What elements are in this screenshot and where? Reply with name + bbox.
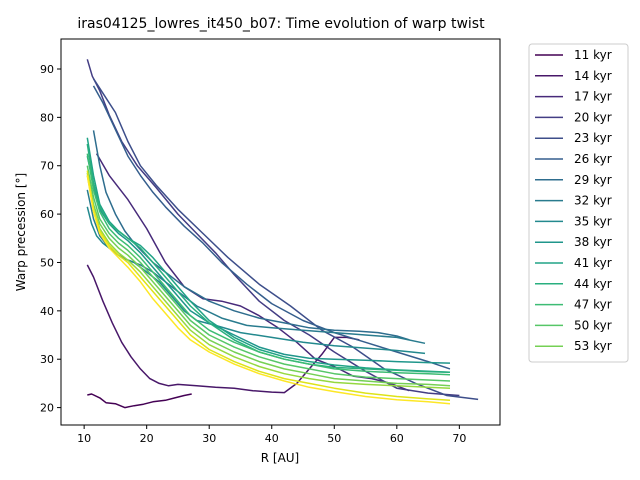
- legend: 11 kyr 14 kyr 17 kyr 20 kyr 23 kyr 26 kyr 29 k…: [528, 43, 629, 363]
- chart-title: iras04125_lowres_it450_b07: Time evoluti…: [77, 16, 485, 32]
- series-line: [86, 137, 451, 374]
- series-layer: [86, 59, 479, 409]
- x-axis-label: R [AU]: [261, 451, 300, 465]
- series-line: [86, 172, 451, 387]
- legend-items: 11 kyr 14 kyr 17 kyr 20 kyr 23 kyr 26 kyr 29 k…: [535, 48, 612, 353]
- y-tick-label: 50: [40, 256, 54, 269]
- plot-frame: [60, 38, 501, 426]
- legend-frame: [528, 43, 629, 363]
- series-line: [86, 206, 426, 355]
- legend-label: 53 kyr: [574, 339, 612, 353]
- plot-area: 10 20 30 40 50 60 70 20 30 40 50 60 70 80 90: [40, 38, 501, 445]
- series-line: [92, 130, 410, 341]
- series-line: [86, 175, 451, 389]
- x-tick-label: 10: [77, 432, 91, 445]
- legend-label: 41 kyr: [574, 256, 612, 270]
- series-line: [86, 175, 451, 405]
- x-tick-label: 40: [265, 432, 279, 445]
- y-tick-label: 90: [40, 63, 54, 76]
- legend-label: 38 kyr: [574, 235, 612, 249]
- series-line: [86, 143, 451, 374]
- series-line: [86, 170, 451, 402]
- legend-label: 26 kyr: [574, 152, 612, 166]
- legend-label: 20 kyr: [574, 110, 612, 124]
- legend-label: 11 kyr: [574, 48, 612, 62]
- x-tick-label: 60: [390, 432, 404, 445]
- legend-label: 50 kyr: [574, 318, 612, 332]
- x-tick-label: 20: [140, 432, 154, 445]
- x-tick-label: 70: [452, 432, 466, 445]
- series-line: [87, 393, 192, 409]
- x-axis-ticks: 10 20 30 40 50 60 70: [77, 425, 466, 445]
- y-axis-ticks: 20 30 40 50 60 70 80 90: [40, 63, 61, 415]
- x-tick-label: 30: [202, 432, 216, 445]
- series-line: [92, 85, 451, 370]
- legend-label: 14 kyr: [574, 69, 612, 83]
- legend-label: 32 kyr: [574, 194, 612, 208]
- legend-label: 44 kyr: [574, 277, 612, 291]
- x-tick-label: 50: [327, 432, 341, 445]
- y-tick-label: 20: [40, 402, 54, 415]
- y-tick-label: 60: [40, 208, 54, 221]
- legend-label: 35 kyr: [574, 214, 612, 228]
- y-tick-label: 40: [40, 305, 54, 318]
- legend-label: 29 kyr: [574, 173, 612, 187]
- legend-label: 17 kyr: [574, 90, 612, 104]
- y-axis-label: Warp precession [°]: [14, 173, 28, 291]
- legend-label: 23 kyr: [574, 131, 612, 145]
- y-tick-label: 70: [40, 160, 54, 173]
- legend-label: 47 kyr: [574, 298, 612, 312]
- series-line: [86, 165, 451, 382]
- series-line: [86, 153, 451, 376]
- series-line: [92, 78, 479, 401]
- y-tick-label: 80: [40, 111, 54, 124]
- y-tick-label: 30: [40, 353, 54, 366]
